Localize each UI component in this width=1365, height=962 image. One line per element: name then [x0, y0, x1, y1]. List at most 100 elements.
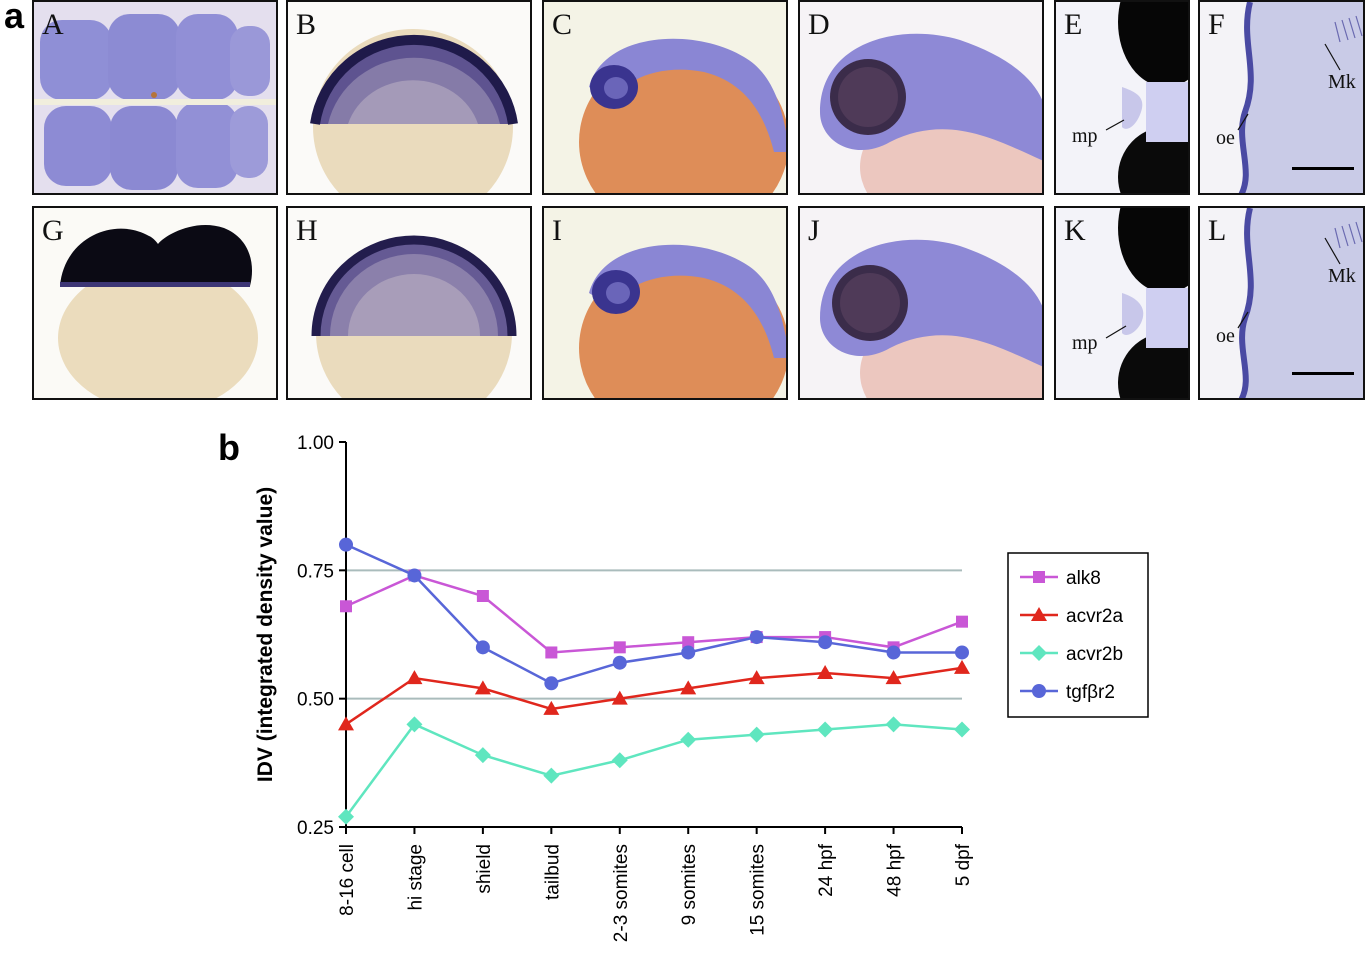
data-point-tgfbr2-6 — [749, 630, 764, 645]
blastula-embryo-image-2 — [288, 208, 530, 398]
series-line-acvr2b — [344, 722, 963, 818]
x-tick-label-3: tailbud — [542, 844, 563, 900]
data-point-acvr2a-0 — [338, 716, 354, 731]
annotation-oe-f: oe — [1216, 127, 1235, 149]
data-point-alk8-5 — [682, 636, 695, 649]
y-tick-label-3: 1.00 — [297, 433, 334, 454]
data-point-acvr2a-6 — [748, 670, 765, 685]
x-tick-label-9: 5 dpf — [953, 843, 974, 886]
y-axis-title: IDV (integrated density value) — [254, 487, 277, 782]
legend-marker-tgfbr2 — [1032, 684, 1046, 698]
panel-label-f: F — [1208, 8, 1225, 41]
x-tick-label-1: hi stage — [405, 844, 426, 911]
series-line-alk8 — [345, 574, 963, 654]
somite-stage-embryo-image — [544, 2, 786, 193]
panel-label-e: E — [1064, 8, 1083, 41]
x-tick-label-4: 2-3 somites — [611, 844, 632, 942]
somite-stage-embryo-image-2 — [544, 208, 786, 398]
annotation-oe-l: oe — [1216, 325, 1235, 347]
scale-bar-f — [1292, 167, 1354, 170]
data-point-tgfbr2-9 — [955, 645, 969, 660]
micrograph-panel-k: K mp — [1054, 206, 1190, 400]
data-point-acvr2b-4 — [611, 752, 628, 769]
mouth-opening-image — [1056, 2, 1188, 193]
data-point-tgfbr2-3 — [544, 676, 559, 691]
figure-part-b-letter: b — [218, 427, 240, 468]
annotation-mk-f: Mk — [1328, 71, 1356, 93]
legend-label-tgfbr2: tgfβr2 — [1066, 682, 1115, 703]
two-cell-embryo-image — [34, 208, 276, 398]
micrograph-panel-b: B — [286, 0, 532, 195]
panel-label-b: B — [296, 8, 317, 41]
panel-label-l: L — [1208, 214, 1227, 247]
y-tick-label-2: 0.75 — [297, 561, 334, 582]
data-point-alk8-3 — [545, 646, 558, 659]
legend-marker-acvr2a — [1031, 607, 1047, 621]
micrograph-panel-l: L Mk oe — [1198, 206, 1365, 400]
x-tick-label-0: 8-16 cell — [337, 844, 358, 916]
data-point-tgfbr2-1 — [407, 568, 422, 583]
data-point-acvr2b-5 — [680, 731, 697, 748]
larval-head-image — [800, 2, 1042, 193]
data-point-acvr2b-9 — [954, 721, 970, 738]
tissue-section-image — [1200, 2, 1363, 193]
legend-marker-alk8 — [1033, 571, 1045, 583]
panel-label-d: D — [808, 8, 830, 41]
micrograph-panel-h: H — [286, 206, 532, 400]
data-point-tgfbr2-8 — [886, 645, 901, 660]
data-point-acvr2a-8 — [885, 670, 902, 685]
data-point-acvr2a-4 — [611, 690, 628, 705]
panel-label-c: C — [552, 8, 573, 41]
data-point-acvr2b-8 — [885, 716, 902, 733]
data-point-acvr2a-3 — [543, 700, 560, 715]
micrograph-panel-i: I — [542, 206, 788, 400]
data-point-alk8-9 — [956, 615, 968, 628]
pointer-line-mp-k — [1105, 325, 1127, 339]
y-tick-label-0: 0.25 — [297, 818, 334, 839]
data-point-acvr2a-7 — [817, 665, 834, 679]
data-point-acvr2a-2 — [474, 680, 491, 695]
data-point-acvr2b-6 — [748, 726, 765, 743]
legend-label-alk8: alk8 — [1066, 568, 1101, 589]
pointer-lines-l — [1237, 237, 1341, 329]
panel-label-h: H — [296, 214, 318, 247]
legend-marker-acvr2b — [1031, 645, 1047, 661]
data-point-tgfbr2-0 — [339, 537, 353, 552]
x-tick-label-2: shield — [474, 844, 495, 894]
data-point-tgfbr2-5 — [681, 645, 696, 660]
pointer-lines-f — [1237, 43, 1341, 131]
legend-label-acvr2a: acvr2a — [1066, 606, 1123, 627]
data-point-acvr2b-3 — [543, 767, 560, 784]
legend-box — [1007, 552, 1149, 718]
cleavage-embryo-image — [34, 2, 276, 193]
series-line-tgfbr2 — [345, 543, 962, 685]
data-point-alk8-0 — [340, 600, 352, 613]
figure-part-a-letter: a — [4, 0, 25, 36]
pointer-line-mp-e — [1105, 119, 1125, 131]
panel-label-j: J — [808, 214, 820, 247]
micrograph-panel-a: A — [32, 0, 278, 195]
annotation-mk-l: Mk — [1328, 265, 1356, 287]
data-point-acvr2b-7 — [817, 721, 834, 738]
y-tick-label-1: 0.50 — [297, 690, 334, 711]
data-point-acvr2a-5 — [680, 680, 697, 695]
mouth-opening-image-2 — [1056, 208, 1188, 398]
panel-label-g: G — [42, 214, 64, 247]
data-point-acvr2a-9 — [954, 659, 970, 674]
panel-label-k: K — [1064, 214, 1086, 247]
x-tick-label-6: 15 somites — [748, 844, 769, 936]
annotation-mp-e: mp — [1072, 125, 1098, 147]
annotation-mp-k: mp — [1072, 332, 1098, 354]
micrograph-panel-g: G — [32, 206, 278, 400]
x-tick-label-7: 24 hpf — [816, 843, 837, 897]
data-point-acvr2b-1 — [406, 716, 423, 733]
micrograph-panel-e: E mp — [1054, 0, 1190, 195]
data-point-acvr2a-1 — [406, 670, 423, 685]
panel-label-i: I — [552, 214, 562, 247]
data-point-alk8-4 — [613, 641, 626, 654]
micrograph-panel-f: F Mk oe — [1198, 0, 1365, 195]
micrograph-panel-d: D — [798, 0, 1044, 195]
larval-head-image-2 — [800, 208, 1042, 398]
x-tick-label-5: 9 somites — [679, 844, 700, 925]
